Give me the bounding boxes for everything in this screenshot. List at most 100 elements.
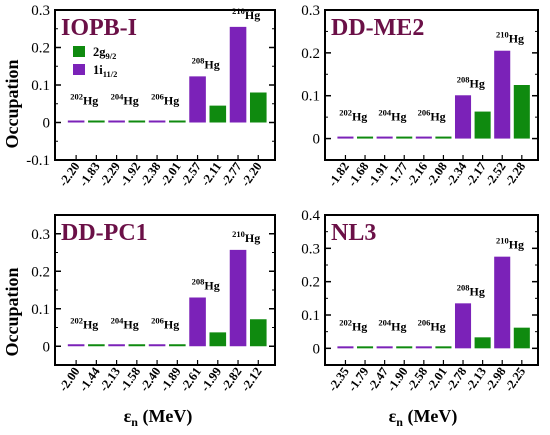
isotope-label-210: 210Hg: [232, 229, 260, 245]
isotope-label-206: 206Hg: [151, 92, 179, 108]
x-tick-label: -1.99: [198, 365, 224, 394]
bar--2.82: [229, 249, 247, 347]
panels: -0.100.10.20.3-2.20-1.83-2.29-1.92-2.38-…: [26, 3, 539, 394]
bar--2.17: [474, 111, 491, 139]
y-tick-label: 0.2: [301, 275, 320, 291]
bar--1.79: [357, 346, 374, 349]
x-tick-label: -2.29: [97, 160, 123, 189]
bar--2.78: [454, 303, 472, 349]
bar--2.13: [108, 344, 125, 347]
y-tick-label: 0.3: [301, 241, 320, 257]
panel-title: DD-ME2: [331, 15, 424, 41]
x-tick-label: -1.44: [76, 364, 103, 394]
bar--1.82: [337, 136, 354, 139]
panel-3: 0 0.1 0.2 0.3 -2.00-1.44-2.13-1.58-2.40-1.89…: [31, 214, 276, 394]
y-tick-label: 0.1: [301, 308, 320, 324]
isotope-label-204: 204Hg: [378, 317, 406, 333]
isotope-label-204: 204Hg: [111, 92, 139, 108]
x-tick-label: -2.47: [365, 365, 391, 394]
x-tick-label: -2.52: [482, 160, 508, 189]
bar--1.92: [128, 120, 146, 123]
x-tick-label: -2.01: [423, 365, 449, 394]
x-tick-label: -1.58: [117, 365, 143, 394]
y-tick-label: 0.2: [31, 41, 50, 57]
x-axis-label-left: εn (MeV): [124, 406, 193, 429]
bar--2.61: [189, 297, 206, 347]
y-tick-label: 0.1: [31, 78, 50, 94]
x-tick-label: -2.13: [97, 365, 123, 394]
bar--2.47: [376, 346, 393, 349]
panel-4: 00.10.20.30.4-2.35-1.79-2.47-1.90-2.58-2…: [301, 208, 539, 394]
x-tick-label: -2.17: [463, 160, 489, 189]
x-tick-label: -2.61: [178, 365, 204, 394]
y-tick-label: 0.3: [31, 3, 50, 19]
bar--2.29: [108, 120, 125, 123]
legend-label-i112: 1i11/2: [93, 63, 117, 79]
bar--2.58: [415, 346, 432, 349]
x-tick-label: -2.12: [238, 365, 264, 394]
x-tick-label: -2.16: [404, 160, 430, 189]
panel-title: NL3: [331, 220, 376, 246]
panel-1: -0.100.10.20.3-2.20-1.83-2.29-1.92-2.38-…: [26, 3, 276, 189]
bar--2.34: [454, 95, 472, 139]
bar--1.99: [209, 332, 227, 347]
isotope-label-208: 208Hg: [192, 55, 220, 71]
bar--1.77: [396, 136, 413, 139]
bar--2.00: [67, 344, 85, 347]
x-tick-label: -1.77: [384, 160, 410, 189]
isotope-label-208: 208Hg: [457, 74, 485, 90]
isotope-label-206: 206Hg: [418, 108, 446, 124]
isotope-label-202: 202Hg: [339, 108, 367, 124]
x-tick-label: -2.25: [502, 365, 528, 394]
panel-frame: [324, 214, 539, 366]
bar--2.38: [148, 120, 166, 123]
bar--2.01: [169, 120, 186, 123]
x-tick-label: -2.40: [137, 365, 163, 394]
bar--2.57: [189, 76, 206, 123]
y-tick-label: 0.3: [31, 227, 50, 243]
y-tick-label: 0.2: [301, 46, 320, 62]
legend-swatch-g92: [73, 46, 85, 57]
isotope-label-204: 204Hg: [378, 108, 406, 124]
isotope-label-210: 210Hg: [496, 236, 524, 252]
bar--2.40: [148, 344, 166, 347]
bar--2.25: [513, 327, 530, 349]
x-tick-label: -2.38: [137, 160, 163, 189]
y-tick-label: 0: [313, 341, 321, 357]
bar--1.90: [396, 346, 413, 349]
bar--2.77: [229, 26, 247, 123]
bar--2.12: [249, 319, 267, 347]
isotope-label-206: 206Hg: [418, 317, 446, 333]
x-tick-label: -2.78: [443, 365, 469, 394]
bar--2.11: [209, 105, 227, 123]
isotope-label-210: 210Hg: [232, 6, 260, 22]
y-tick-label: 0.3: [301, 3, 320, 19]
bar--2.20: [249, 92, 267, 123]
panel-2: 0 0.1 0.2 0.3 -1.82-1.68-1.91-1.77-2.16-2.08…: [301, 3, 539, 189]
bar--2.16: [415, 136, 432, 139]
bar--1.83: [88, 120, 105, 123]
bar--2.13: [474, 337, 491, 349]
bar--1.91: [376, 136, 393, 139]
isotope-label-208: 208Hg: [457, 282, 485, 298]
x-tick-label: -2.28: [502, 160, 528, 189]
y-axis-label-bottom: Occupation: [2, 267, 22, 356]
bar--2.01: [435, 346, 452, 349]
x-tick-label: -1.91: [365, 160, 391, 189]
x-tick-label: -2.13: [463, 365, 489, 394]
x-tick-label: -1.90: [384, 365, 410, 394]
x-tick-label: -1.92: [117, 160, 143, 189]
bar--2.20: [67, 120, 85, 123]
y-axis-label-top: Occupation: [2, 59, 22, 148]
legend-swatch-i112: [73, 64, 85, 75]
x-tick-label: -2.35: [325, 365, 351, 394]
panel-frame: [324, 9, 539, 161]
isotope-label-208: 208Hg: [192, 277, 220, 293]
isotope-label-202: 202Hg: [70, 92, 98, 108]
x-tick-label: -2.82: [218, 365, 244, 394]
x-tick-label: -1.89: [157, 365, 183, 394]
bar--2.35: [337, 346, 354, 349]
x-tick-label: -2.01: [157, 160, 183, 189]
x-tick-label: -1.68: [345, 160, 371, 189]
